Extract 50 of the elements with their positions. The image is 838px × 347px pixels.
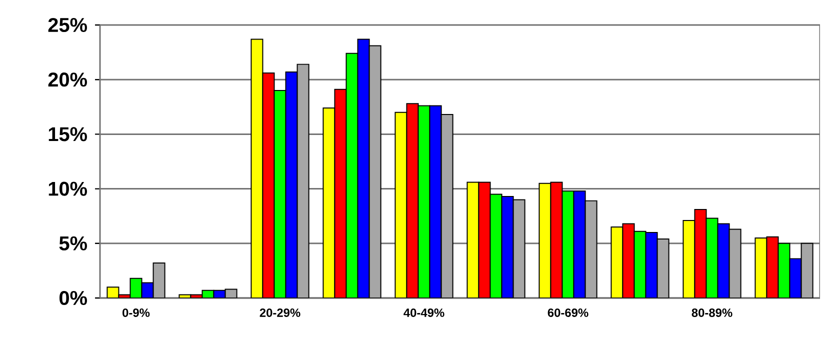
x-tick-label: 0-9% (122, 308, 150, 317)
bar (645, 232, 658, 298)
bar (394, 112, 408, 298)
bar (622, 223, 635, 298)
bar (130, 278, 142, 298)
y-tick-label: 0% (59, 290, 87, 306)
bar (368, 45, 382, 298)
x-tick-label: 80-89% (692, 308, 732, 317)
bar (584, 200, 598, 298)
bar (501, 196, 514, 298)
bar (334, 88, 347, 298)
y-tick-label: 10% (48, 182, 87, 196)
bar (357, 38, 370, 298)
x-tick-label: 60-69% (548, 308, 588, 317)
bar (429, 105, 442, 298)
y-tick-label: 20% (48, 72, 87, 87)
bar (717, 223, 730, 298)
bar (251, 39, 263, 298)
bar (346, 52, 358, 298)
bar (694, 209, 707, 298)
bar (512, 199, 526, 298)
x-tick-label: 20-29% (260, 308, 300, 317)
bar (406, 103, 419, 298)
bar (562, 190, 574, 298)
bar (262, 73, 274, 298)
y-tick-label: 25% (48, 18, 87, 32)
bar (573, 190, 586, 298)
x-tick-label: 40-49% (404, 308, 444, 317)
bar (538, 182, 552, 298)
bar (297, 64, 309, 298)
bar (778, 242, 790, 298)
bar (706, 218, 718, 298)
bar (274, 90, 286, 298)
bar (754, 237, 768, 298)
y-tick-label: 15% (48, 127, 87, 142)
bar (656, 238, 670, 298)
y-tick-label: 5% (59, 236, 87, 250)
bar (634, 230, 646, 298)
bar (286, 72, 298, 298)
bar (490, 194, 502, 298)
bar (440, 114, 454, 298)
bar (418, 105, 430, 298)
bar (682, 220, 696, 298)
bar (466, 182, 480, 298)
bar (550, 182, 563, 298)
bar (728, 228, 742, 298)
bar (610, 226, 624, 298)
bar (766, 236, 779, 298)
bar (322, 107, 336, 298)
bar (478, 182, 491, 298)
